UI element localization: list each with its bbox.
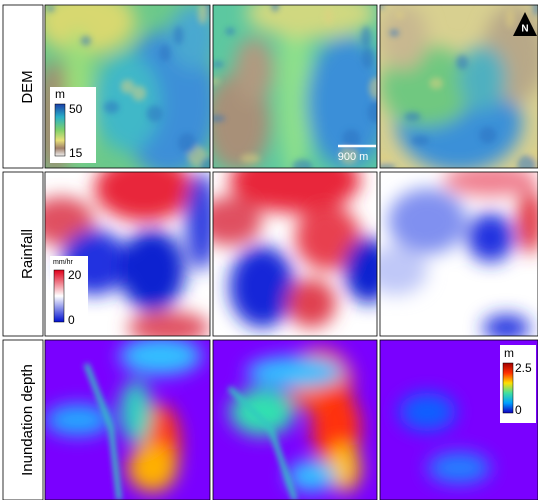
terrain-patch (479, 127, 497, 144)
map-patch (128, 444, 178, 492)
terrain-patch (198, 3, 207, 24)
terrain-patch (271, 0, 279, 12)
terrain-patch (324, 8, 333, 25)
map-patch (459, 46, 506, 111)
terrain-patch (362, 47, 374, 68)
map-patch (234, 38, 273, 103)
map-patch (483, 315, 530, 341)
terrain-patch (159, 44, 171, 62)
map-patch (246, 356, 344, 388)
map-patch (95, 54, 161, 152)
map-patch (119, 337, 202, 375)
row-label: Inundation depth (19, 364, 36, 476)
terrain-patch (361, 26, 371, 47)
legend-max: 20 (68, 268, 82, 282)
terrain-patch (405, 112, 421, 121)
map-patch (328, 444, 361, 492)
map-patch (287, 460, 336, 492)
terrain-patch (225, 28, 235, 36)
map-patch (119, 229, 185, 311)
map-patch (443, 164, 538, 197)
terrain-patch (104, 101, 120, 113)
terrain-patch (178, 133, 196, 153)
terrain-patch (456, 55, 468, 69)
terrain-patch (411, 135, 429, 145)
legend-max: 2.5 (515, 361, 532, 375)
terrain-patch (429, 77, 443, 89)
map-patch (388, 188, 467, 254)
colorbar (55, 104, 65, 156)
terrain-patch (81, 36, 92, 46)
terrain-patch (376, 164, 396, 171)
map-patch (467, 213, 514, 262)
legend-unit: mm/hr (53, 259, 74, 266)
legend-min: 0 (515, 403, 522, 417)
terrain-patch (132, 86, 146, 101)
north-label: N (521, 24, 528, 35)
map-patch (128, 311, 211, 344)
map-patch (229, 246, 295, 328)
legend-min: 0 (68, 313, 75, 327)
map-patch (399, 393, 456, 431)
terrain-patch (506, 9, 515, 28)
legend-min: 15 (69, 146, 83, 160)
colorbar (54, 270, 64, 322)
map-patch (287, 279, 336, 328)
map-patch (119, 380, 152, 444)
colorbar (503, 363, 513, 413)
scale-bar-label: 900 m (338, 151, 369, 163)
terrain-patch (47, 5, 55, 12)
terrain-patch (147, 105, 163, 122)
map-patch (427, 452, 490, 484)
row-label: Rainfall (19, 229, 36, 279)
map-panel (364, 164, 538, 341)
terrain-patch (389, 29, 399, 36)
terrain-patch (395, 11, 404, 19)
map-panel (373, 0, 538, 176)
terrain-patch (173, 26, 183, 45)
map-panel (213, 340, 377, 500)
row-label: DEM (19, 70, 36, 103)
map-panel (197, 147, 394, 336)
terrain-patch (212, 61, 224, 67)
terrain-patch (209, 115, 225, 121)
figure: DEM Rainfall Inundation depth m 50 15 mm… (0, 0, 538, 500)
map-panels (29, 0, 538, 500)
legend-max: 50 (69, 102, 83, 116)
terrain-patch (241, 154, 260, 164)
map-panel (45, 337, 210, 500)
legend-unit: m (55, 87, 65, 101)
legend-unit: m (504, 346, 514, 360)
